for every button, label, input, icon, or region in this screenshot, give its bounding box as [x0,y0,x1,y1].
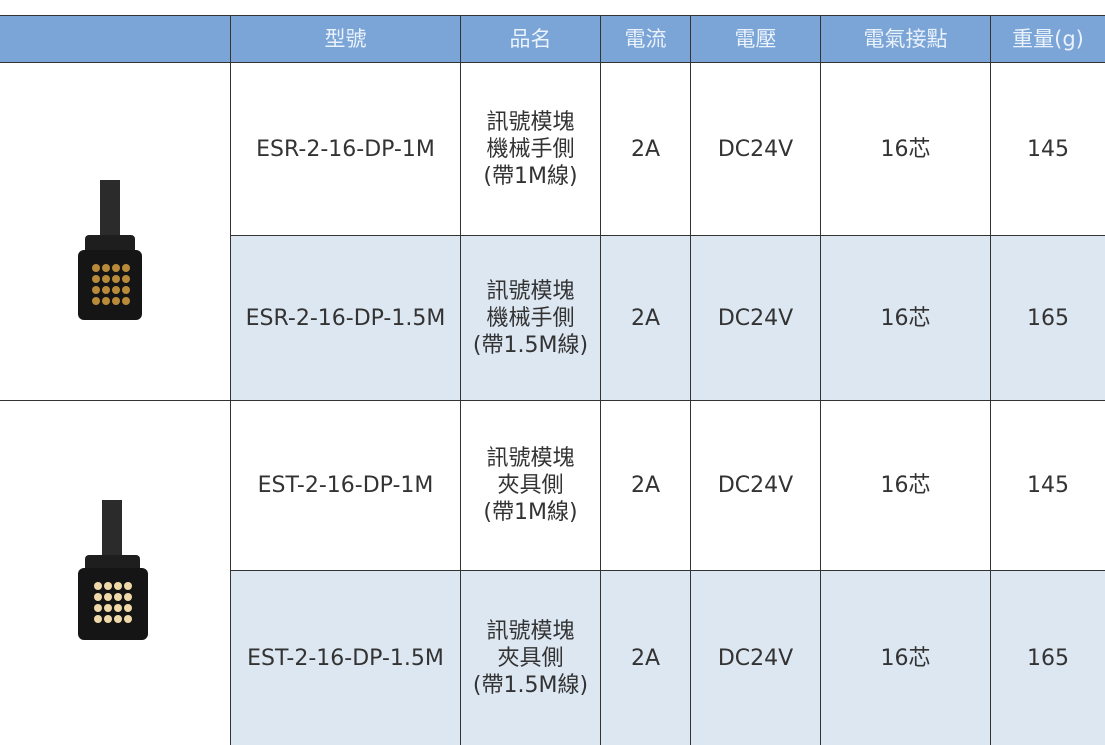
cell-text: 145 [1027,473,1069,498]
image-cell [0,400,230,745]
cell-text: DC24V [717,305,794,331]
table-cell: 16芯 [820,62,990,235]
cell-text: 電氣接點 [863,26,948,51]
table-cell: DC24V [690,62,820,235]
table-cell: EST-2-16-DP-1.5M [230,570,460,745]
table-cell: EST-2-16-DP-1M [230,400,460,570]
cell-text: 型號 [324,26,367,51]
table-cell: DC24V [690,235,820,400]
cell-text: 夾具側 [497,645,564,671]
table-cell: 165 [990,235,1105,400]
cell-text: (帶1.5M線) [472,672,589,698]
header-cell: 電流 [600,15,690,62]
cell-text: EST-2-16-DP-1M [257,473,434,498]
connector-image [78,500,148,640]
cell-text: 夾具側 [497,473,564,498]
cell-text: EST-2-16-DP-1.5M [247,645,444,671]
table-cell: 2A [600,400,690,570]
table-cell: 訊號模塊 機械手側 (帶1M線) [460,62,600,235]
header-cell: 品名 [460,15,600,62]
table-cell: 16芯 [820,570,990,745]
table-cell: ESR-2-16-DP-1.5M [230,235,460,400]
cell-text: DC24V [717,645,794,671]
cell-text: DC24V [717,473,794,498]
table-cell: 訊號模塊 機械手側 (帶1.5M線) [460,235,600,400]
cell-text: 16芯 [880,473,931,498]
cell-text: 品名 [509,26,552,51]
cell-text: 電壓 [734,26,777,51]
table-cell: 16芯 [820,400,990,570]
table-cell: 訊號模塊 夾具側 (帶1M線) [460,400,600,570]
cell-text: 訊號模塊 [486,109,575,135]
header-cell: 電氣接點 [820,15,990,62]
cell-text: 16芯 [880,645,931,671]
cell-text: ESR-2-16-DP-1.5M [245,305,446,331]
table-cell: DC24V [690,570,820,745]
cell-text: 165 [1027,305,1069,331]
cell-text: (帶1M線) [483,163,578,189]
table-cell: 145 [990,62,1105,235]
cell-text: ESR-2-16-DP-1M [256,136,435,162]
cell-text: 重量(g) [1012,26,1084,51]
cell-text: DC24V [717,136,794,162]
table-cell: 165 [990,570,1105,745]
cell-text: (帶1.5M線) [472,332,589,358]
header-blank [0,15,230,62]
cell-text: 165 [1027,645,1069,671]
table-cell: ESR-2-16-DP-1M [230,62,460,235]
table-cell: 16芯 [820,235,990,400]
cell-text: 電流 [624,26,667,51]
table-cell: DC24V [690,400,820,570]
cell-text: 訊號模塊 [486,618,575,644]
table-cell: 2A [600,235,690,400]
connector-image [78,180,142,320]
header-cell: 重量(g) [990,15,1105,62]
cell-text: 訊號模塊 [486,446,575,471]
table-cell: 訊號模塊 夾具側 (帶1.5M線) [460,570,600,745]
header-cell: 型號 [230,15,460,62]
cell-text: 145 [1027,136,1069,162]
cell-text: 訊號模塊 [486,278,575,304]
cell-text: 2A [630,305,661,331]
header-cell: 電壓 [690,15,820,62]
cell-text: 機械手側 [486,305,575,331]
table-cell: 2A [600,62,690,235]
cell-text: 機械手側 [486,136,575,162]
table-cell: 2A [600,570,690,745]
cell-text: 2A [630,136,661,162]
table-cell: 145 [990,400,1105,570]
image-cell [0,62,230,400]
cell-text: 2A [630,645,661,671]
cell-text: 2A [630,473,661,498]
cell-text: 16芯 [880,136,931,162]
cell-text: (帶1M線) [483,500,578,525]
cell-text: 16芯 [880,305,931,331]
